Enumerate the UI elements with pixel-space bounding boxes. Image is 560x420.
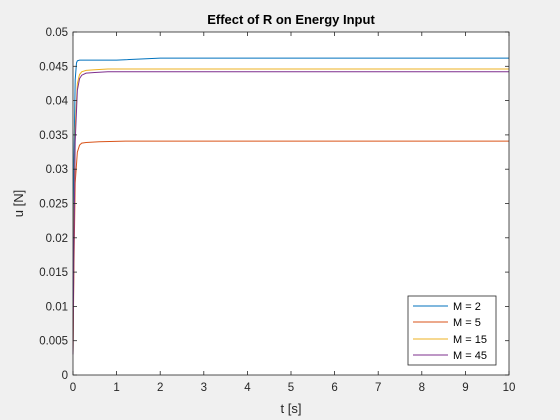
y-tick-label: 0.03	[46, 164, 68, 176]
x-tick-label: 2	[157, 382, 163, 394]
y-tick-label: 0.005	[39, 336, 68, 348]
y-tick-label: 0.01	[46, 301, 68, 313]
x-axis-label: t [s]	[281, 401, 302, 416]
y-tick-label: 0.025	[39, 199, 68, 211]
series-layer	[72, 57, 509, 355]
y-tick-label: 0.04	[46, 96, 69, 108]
y-tick-label: 0.015	[39, 267, 68, 279]
tick-layer: 0 1 2 3 4 5 6 7 8 9 10 0 0.005 0.01 0.015 0.02 0.025 0.03…	[39, 27, 515, 394]
x-tick-label: 3	[201, 382, 207, 394]
y-tick-label: 0.045	[39, 61, 68, 73]
x-tick-label: 10	[503, 382, 516, 394]
y-tick-label: 0.02	[46, 233, 68, 245]
legend-box	[407, 295, 497, 366]
x-tick-label: 4	[244, 382, 251, 394]
y-axis-label: u [N]	[11, 190, 26, 217]
x-tick-label: 5	[288, 382, 294, 394]
legend-label-m5: M = 5	[453, 317, 481, 329]
legend-label-m15: M = 15	[453, 334, 487, 346]
x-tick-label: 8	[419, 382, 425, 394]
legend: M = 2 M = 5 M = 15 M = 45	[407, 295, 497, 366]
x-tick-label: 1	[113, 382, 119, 394]
series-line-4	[72, 71, 509, 355]
y-tick-label: 0	[62, 370, 68, 382]
x-tick-label: 0	[70, 382, 76, 394]
legend-label-m45: M = 45	[453, 350, 487, 362]
chart-title: Effect of R on Energy Input	[207, 12, 375, 27]
x-tick-label: 7	[375, 382, 381, 394]
x-tick-label: 9	[462, 382, 468, 394]
y-tick-label: 0.035	[39, 130, 68, 142]
x-tick-label: 6	[331, 382, 337, 394]
y-tick-label: 0.05	[46, 27, 68, 39]
series-line-1	[72, 57, 509, 355]
legend-label-m2: M = 2	[453, 301, 481, 313]
